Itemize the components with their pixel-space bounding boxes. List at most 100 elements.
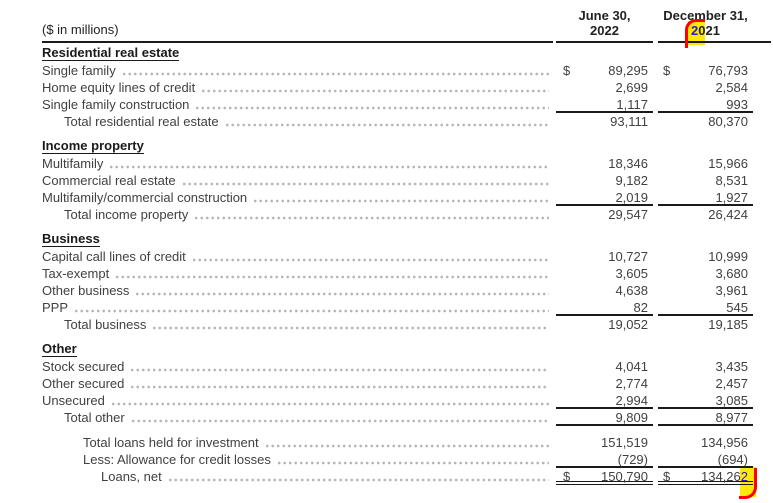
value-cell-c1: 4,638	[556, 282, 653, 299]
value: 3,435	[715, 359, 748, 374]
value-cell-c1: 93,111	[556, 113, 653, 130]
section-header-row: Income property	[42, 138, 773, 155]
leader-dots	[277, 451, 549, 468]
value-cell-c2: 3,085	[658, 392, 753, 409]
leader-dots	[225, 113, 549, 130]
table-row: Less: Allowance for credit losses (729) (6…	[42, 451, 773, 468]
value-cell-c1: 9,809	[556, 409, 653, 426]
section-header-row: Other	[42, 341, 773, 358]
value-cell-c2: (694)	[658, 451, 753, 468]
value-cell-c1: 18,346	[556, 155, 653, 172]
value: 15,966	[708, 156, 748, 171]
col2-date-line2: 2 021	[685, 19, 720, 48]
leader-dots	[153, 316, 549, 333]
value: 1,117	[616, 97, 648, 112]
row-label: Total loans held for investment	[83, 435, 259, 450]
section-title: Income property	[42, 138, 144, 154]
row-label: Single family	[42, 63, 116, 78]
value: 2,774	[615, 376, 648, 391]
row-label-area: Unsecured	[42, 392, 553, 409]
table-row: Home equity lines of credit 2,699 2,584	[42, 79, 773, 96]
col1-date-line2: 2022	[590, 23, 619, 38]
row-label: PPP	[42, 300, 69, 315]
row-label-area: Tax-exempt	[42, 265, 553, 282]
value-cell-c1: $150,790	[556, 468, 653, 485]
row-label: Capital call lines of credit	[42, 249, 186, 264]
dollar-sign: $	[563, 469, 571, 484]
value: 2,699	[615, 80, 648, 95]
table-row: Unsecured 2,994 3,085	[42, 392, 773, 409]
value: 151,519	[601, 435, 648, 450]
value-cell-c1: 29,547	[556, 206, 653, 223]
value: 150,790	[601, 469, 648, 484]
leader-dots	[122, 62, 549, 79]
row-label: Tax-exempt	[42, 266, 110, 281]
selection-cursor-end-icon	[738, 468, 757, 499]
value-cell-c1: 2,994	[556, 392, 653, 409]
table-row: Total residential real estate 93,111 80,37…	[42, 113, 773, 130]
table-row: Loans, net $150,790 $134,262	[42, 468, 773, 499]
column-header-december-2021: December 31, 2 021	[658, 8, 771, 48]
row-label: Loans, net	[101, 469, 162, 484]
value: 2,994	[615, 393, 648, 408]
table-row: Total other 9,809 8,977	[42, 409, 773, 426]
row-label-area: Multifamily	[42, 155, 553, 172]
search-highlight-end: 2	[738, 468, 757, 499]
row-label: Total income property	[64, 207, 189, 222]
dollar-sign: $	[563, 63, 571, 78]
leader-dots	[254, 189, 549, 206]
value: 76,793	[708, 63, 748, 78]
leader-dots	[195, 206, 549, 223]
leader-dots	[265, 434, 549, 451]
value-cell-c2: 2,584	[658, 79, 753, 96]
table-row: Multifamily/commercial construction 2,019…	[42, 189, 773, 206]
value: (694)	[717, 452, 748, 467]
row-label-area: Total business	[42, 316, 553, 333]
row-label-area: Stock secured	[42, 358, 553, 375]
value-cell-c1: 151,519	[556, 434, 653, 451]
value-cell-c1: 2,774	[556, 375, 653, 392]
value: 10,999	[708, 249, 748, 264]
value-cell-c2: 3,435	[658, 358, 753, 375]
row-label-area: Home equity lines of credit	[42, 79, 553, 96]
row-label: Other business	[42, 283, 130, 298]
value-cell-c2: 134,956	[658, 434, 753, 451]
leader-dots	[131, 409, 549, 426]
value-cell-c2: 26,424	[658, 206, 753, 223]
value-cell-c1: 9,182	[556, 172, 653, 189]
row-label: Unsecured	[42, 393, 105, 408]
table-row: Total income property 29,547 26,424	[42, 206, 773, 223]
value-cell-c1: 2,699	[556, 79, 653, 96]
value-cell-c2: 8,977	[658, 409, 753, 426]
value: 19,052	[608, 317, 648, 332]
value: 9,182	[615, 173, 648, 188]
value-cell-c2: 8,531	[658, 172, 753, 189]
section-title: Other	[42, 341, 77, 357]
value: 2,457	[715, 376, 748, 391]
value-cell-c2: 3,680	[658, 265, 753, 282]
value-cell-c2: $76,793	[658, 62, 753, 79]
value: 8,977	[715, 410, 748, 425]
row-label: Total residential real estate	[64, 114, 219, 129]
value: 2,019	[615, 190, 648, 205]
units-label: ($ in millions)	[42, 22, 553, 43]
row-label-area: Commercial real estate	[42, 172, 553, 189]
row-label: Less: Allowance for credit losses	[83, 452, 271, 467]
value-cell-c1: (729)	[556, 451, 653, 468]
value-cell-c1: $89,295	[556, 62, 653, 79]
row-label-area: PPP	[42, 299, 553, 316]
leader-dots	[192, 248, 549, 265]
table-row: Single family construction 1,117 993	[42, 96, 773, 113]
col2-year-rest: 021	[698, 23, 720, 38]
value: 10,727	[608, 249, 648, 264]
value-cell-c2: 2,457	[658, 375, 753, 392]
table-header: ($ in millions) June 30, 2022 December 3…	[42, 8, 773, 48]
value: 19,185	[708, 317, 748, 332]
table-row: Total loans held for investment 151,519 13…	[42, 434, 773, 451]
row-label-area: Multifamily/commercial construction	[42, 189, 553, 206]
value-cell-c2: 993	[658, 96, 753, 113]
section-header-row: Business	[42, 231, 773, 248]
row-label: Multifamily/commercial construction	[42, 190, 248, 205]
table-row: Multifamily 18,346 15,966	[42, 155, 773, 172]
